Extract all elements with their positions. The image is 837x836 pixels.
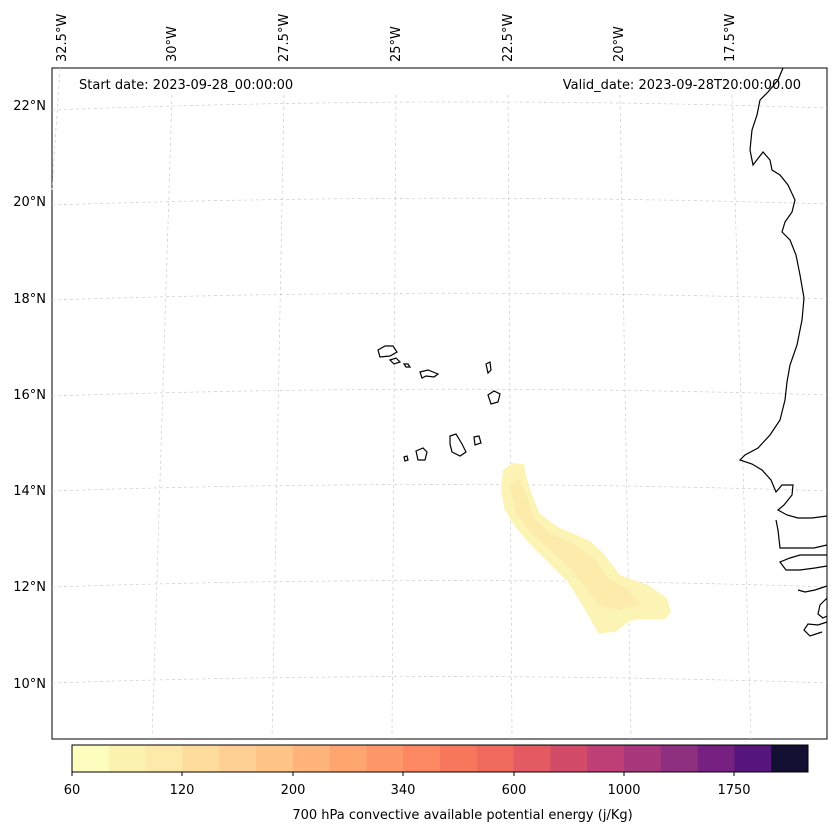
colorbar-swatch bbox=[734, 745, 772, 772]
colorbar-swatch bbox=[182, 745, 220, 772]
west-africa-coast bbox=[738, 67, 828, 519]
colorbar-tick-340: 340 bbox=[391, 783, 416, 798]
colorbar-tick-60: 60 bbox=[64, 783, 81, 798]
cape-region-inner bbox=[510, 478, 640, 610]
lat-label-12: 12°N bbox=[13, 580, 46, 595]
lon-label-25: 25°W bbox=[389, 26, 404, 62]
colorbar-swatch bbox=[329, 745, 367, 772]
colorbar-tick-200: 200 bbox=[281, 783, 306, 798]
island-boa-vista bbox=[487, 390, 501, 405]
colorbar-tick-600: 600 bbox=[502, 783, 527, 798]
colorbar-swatch bbox=[440, 745, 478, 772]
lat-label-18: 18°N bbox=[13, 292, 46, 307]
island-sal bbox=[485, 361, 492, 375]
lon-label-17-5: 17.5°W bbox=[723, 14, 738, 62]
cape-field bbox=[501, 463, 671, 634]
island-sao-nicolau bbox=[419, 369, 440, 379]
coast-south-section bbox=[775, 519, 828, 637]
latitude-labels: 22°N 20°N 18°N 16°N 14°N 12°N 10°N bbox=[13, 99, 46, 692]
lon-label-32-5: 32.5°W bbox=[55, 14, 70, 62]
lat-label-16: 16°N bbox=[13, 388, 46, 403]
island-maio bbox=[473, 435, 482, 446]
island-santo-antao bbox=[377, 345, 398, 358]
colorbar-tick-120: 120 bbox=[170, 783, 195, 798]
colorbar-swatch bbox=[476, 745, 515, 772]
island-fogo bbox=[415, 447, 428, 461]
island-santa-luzia bbox=[402, 363, 412, 368]
colorbar: 60 120 200 340 600 1000 1750 bbox=[64, 744, 809, 798]
colorbar-swatch bbox=[587, 745, 625, 772]
island-sao-vicente bbox=[388, 357, 402, 365]
colorbar-ticks bbox=[71, 772, 735, 776]
map-frame bbox=[51, 67, 828, 740]
lon-label-22-5: 22.5°W bbox=[501, 14, 516, 62]
lat-label-10: 10°N bbox=[13, 677, 46, 692]
colorbar-swatch bbox=[108, 745, 147, 772]
colorbar-swatches bbox=[72, 745, 809, 772]
lat-label-22: 22°N bbox=[13, 99, 46, 114]
colorbar-swatch bbox=[513, 745, 551, 772]
longitude-labels: 32.5°W 30°W 27.5°W 25°W 22.5°W 20°W 17.5… bbox=[55, 14, 738, 62]
lon-label-27-5: 27.5°W bbox=[277, 14, 292, 62]
colorbar-tick-1000: 1000 bbox=[607, 783, 640, 798]
gridlines bbox=[51, 67, 828, 740]
lon-label-30: 30°W bbox=[165, 26, 180, 62]
colorbar-swatch bbox=[292, 745, 331, 772]
colorbar-swatch bbox=[624, 745, 662, 772]
colorbar-outline bbox=[71, 744, 809, 773]
start-date-label: Start date: 2023-09-28_00:00:00 bbox=[79, 78, 294, 93]
colorbar-swatch bbox=[550, 745, 588, 772]
colorbar-swatch bbox=[219, 745, 257, 772]
island-brava bbox=[403, 455, 409, 462]
valid-date-label: Valid_date: 2023-09-28T20:00:00.00 bbox=[562, 78, 801, 93]
colorbar-swatch bbox=[256, 745, 294, 772]
lat-label-14: 14°N bbox=[13, 484, 46, 499]
colorbar-swatch bbox=[145, 745, 183, 772]
island-santiago bbox=[449, 433, 467, 457]
colorbar-tick-1750: 1750 bbox=[717, 783, 750, 798]
colorbar-swatch bbox=[403, 745, 441, 772]
coastlines bbox=[377, 67, 828, 637]
colorbar-swatch bbox=[72, 745, 110, 772]
colorbar-swatch bbox=[366, 745, 404, 772]
colorbar-swatch bbox=[660, 745, 699, 772]
colorbar-title: 700 hPa convective available potential e… bbox=[292, 808, 633, 823]
colorbar-swatch bbox=[697, 745, 735, 772]
lon-label-20: 20°W bbox=[612, 26, 627, 62]
lat-label-20: 20°N bbox=[13, 195, 46, 210]
colorbar-swatch bbox=[771, 745, 809, 772]
